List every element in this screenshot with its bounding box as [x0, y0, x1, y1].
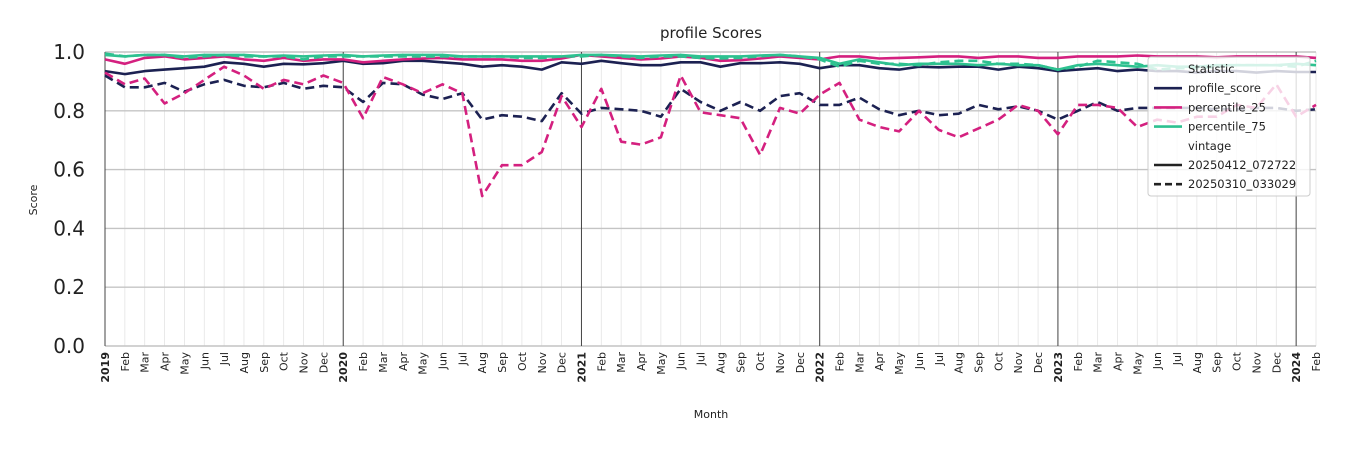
y-tick-label: 0.8	[53, 99, 85, 123]
x-tick-label: Jun	[436, 352, 449, 370]
x-axis-label: Month	[694, 408, 729, 421]
series-line-percentile_25-20250310_033029	[104, 65, 1317, 198]
x-tick-label: Jun	[1151, 352, 1164, 370]
x-tick-label: Apr	[635, 352, 648, 372]
x-tick-label: Apr	[873, 352, 886, 372]
x-tick-label: Aug	[953, 352, 966, 373]
x-tick-label: Feb	[357, 352, 370, 371]
legend: Statistic profile_score percentile_25perce…	[1147, 56, 1311, 197]
x-tick-label: Sep	[973, 352, 986, 373]
x-tick-label-year: 2023	[1052, 352, 1065, 383]
x-tick-label: Sep	[734, 352, 747, 373]
x-tick-label: Jul	[218, 352, 231, 366]
x-tick-label: Jul	[695, 352, 708, 366]
x-tick-label: Dec	[1032, 352, 1045, 373]
x-tick-label: Oct	[754, 351, 767, 371]
legend-label: percentile_25	[1188, 100, 1266, 114]
x-tick-label: Aug	[476, 352, 489, 373]
x-tick-label: Jul	[1171, 352, 1184, 366]
y-axis-ticks: 0.0 0.2 0.4 0.6 0.8 1.0	[53, 40, 85, 358]
x-tick-label: May	[417, 352, 430, 375]
x-tick-label: Aug	[1191, 352, 1204, 373]
y-tick-label: 0.0	[53, 334, 85, 358]
series-line-profile_score-20250412_072722	[104, 59, 1316, 76]
y-tick-label: 0.2	[53, 275, 85, 299]
x-tick-label: Nov	[298, 352, 311, 374]
x-tick-label: Feb	[595, 352, 608, 371]
x-tick-label: Oct	[516, 351, 529, 371]
x-tick-label: Jul	[933, 352, 946, 366]
x-tick-label-year: 2024	[1290, 352, 1303, 383]
legend-label: 20250310_033029	[1188, 177, 1296, 191]
x-tick-label: Jul	[456, 352, 469, 366]
plot-background	[105, 52, 1316, 346]
x-tick-label: Nov	[774, 352, 787, 374]
x-tick-label: Mar	[1092, 352, 1105, 373]
plot-area	[105, 52, 1316, 346]
x-tick-label: Mar	[139, 352, 152, 373]
x-tick-label: Dec	[1270, 352, 1283, 373]
x-tick-label-year: 2021	[575, 352, 588, 383]
x-tick-label: Dec	[794, 352, 807, 373]
x-tick-label: Nov	[1012, 352, 1025, 374]
x-tick-label: Apr	[1111, 352, 1124, 372]
x-tick-label: Feb	[1072, 352, 1085, 371]
x-tick-label: Oct	[992, 351, 1005, 371]
x-tick-label: May	[1131, 352, 1144, 375]
x-tick-label-year: 2020	[337, 352, 350, 383]
y-tick-label: 0.4	[53, 216, 85, 240]
legend-label: profile_score	[1188, 81, 1261, 95]
x-tick-label: Jun	[913, 352, 926, 370]
x-tick-label: Aug	[238, 352, 251, 373]
y-axis-label: Score	[27, 184, 40, 215]
x-tick-label: Dec	[317, 352, 330, 373]
x-tick-label: Jun	[198, 352, 211, 370]
legend-box	[1147, 56, 1311, 197]
x-tick-label-year: 2022	[814, 352, 827, 383]
x-tick-label: Aug	[714, 352, 727, 373]
x-tick-label: Mar	[853, 352, 866, 373]
series-line-percentile_75-20250412_072722	[104, 53, 1317, 71]
series-line-percentile_75-20250310_033029	[104, 52, 1317, 71]
legend-title-vintage: vintage	[1188, 139, 1231, 153]
x-tick-label: Oct	[278, 351, 291, 371]
y-tick-label: 1.0	[53, 40, 85, 64]
x-tick-label: Sep	[258, 352, 271, 373]
x-tick-label: Apr	[159, 352, 172, 372]
x-tick-label: Sep	[1211, 352, 1224, 373]
x-tick-label: Feb	[1310, 352, 1323, 371]
series-line-profile_score-20250310_033029	[104, 74, 1317, 123]
x-tick-label: Apr	[397, 352, 410, 372]
series-lines	[104, 52, 1317, 198]
chart-title: profile Scores	[660, 24, 762, 42]
x-tick-label: May	[655, 352, 668, 375]
x-axis-ticks: 2019 Feb Mar Apr May Jun Jul Aug Sep Oct Nov Dec 202…	[99, 351, 1323, 382]
x-tick-label: Mar	[377, 352, 390, 373]
x-tick-label: May	[178, 352, 191, 375]
legend-label: percentile_75	[1188, 120, 1266, 134]
x-tick-label: Jun	[675, 352, 688, 370]
x-tick-label: Nov	[536, 352, 549, 374]
x-tick-label: Oct	[1231, 351, 1244, 371]
x-tick-label: Nov	[1250, 352, 1263, 374]
x-tick-label-year: 2019	[99, 352, 112, 383]
x-tick-label: Sep	[496, 352, 509, 373]
x-tick-label: May	[893, 352, 906, 375]
y-tick-label: 0.6	[53, 158, 85, 182]
x-tick-label: Mar	[615, 352, 628, 373]
x-tick-label: Dec	[556, 352, 569, 373]
x-tick-label: Feb	[834, 352, 847, 371]
x-tick-label: Feb	[119, 352, 132, 371]
legend-label: 20250412_072722	[1188, 158, 1296, 172]
legend-title-statistic: Statistic	[1188, 62, 1235, 76]
